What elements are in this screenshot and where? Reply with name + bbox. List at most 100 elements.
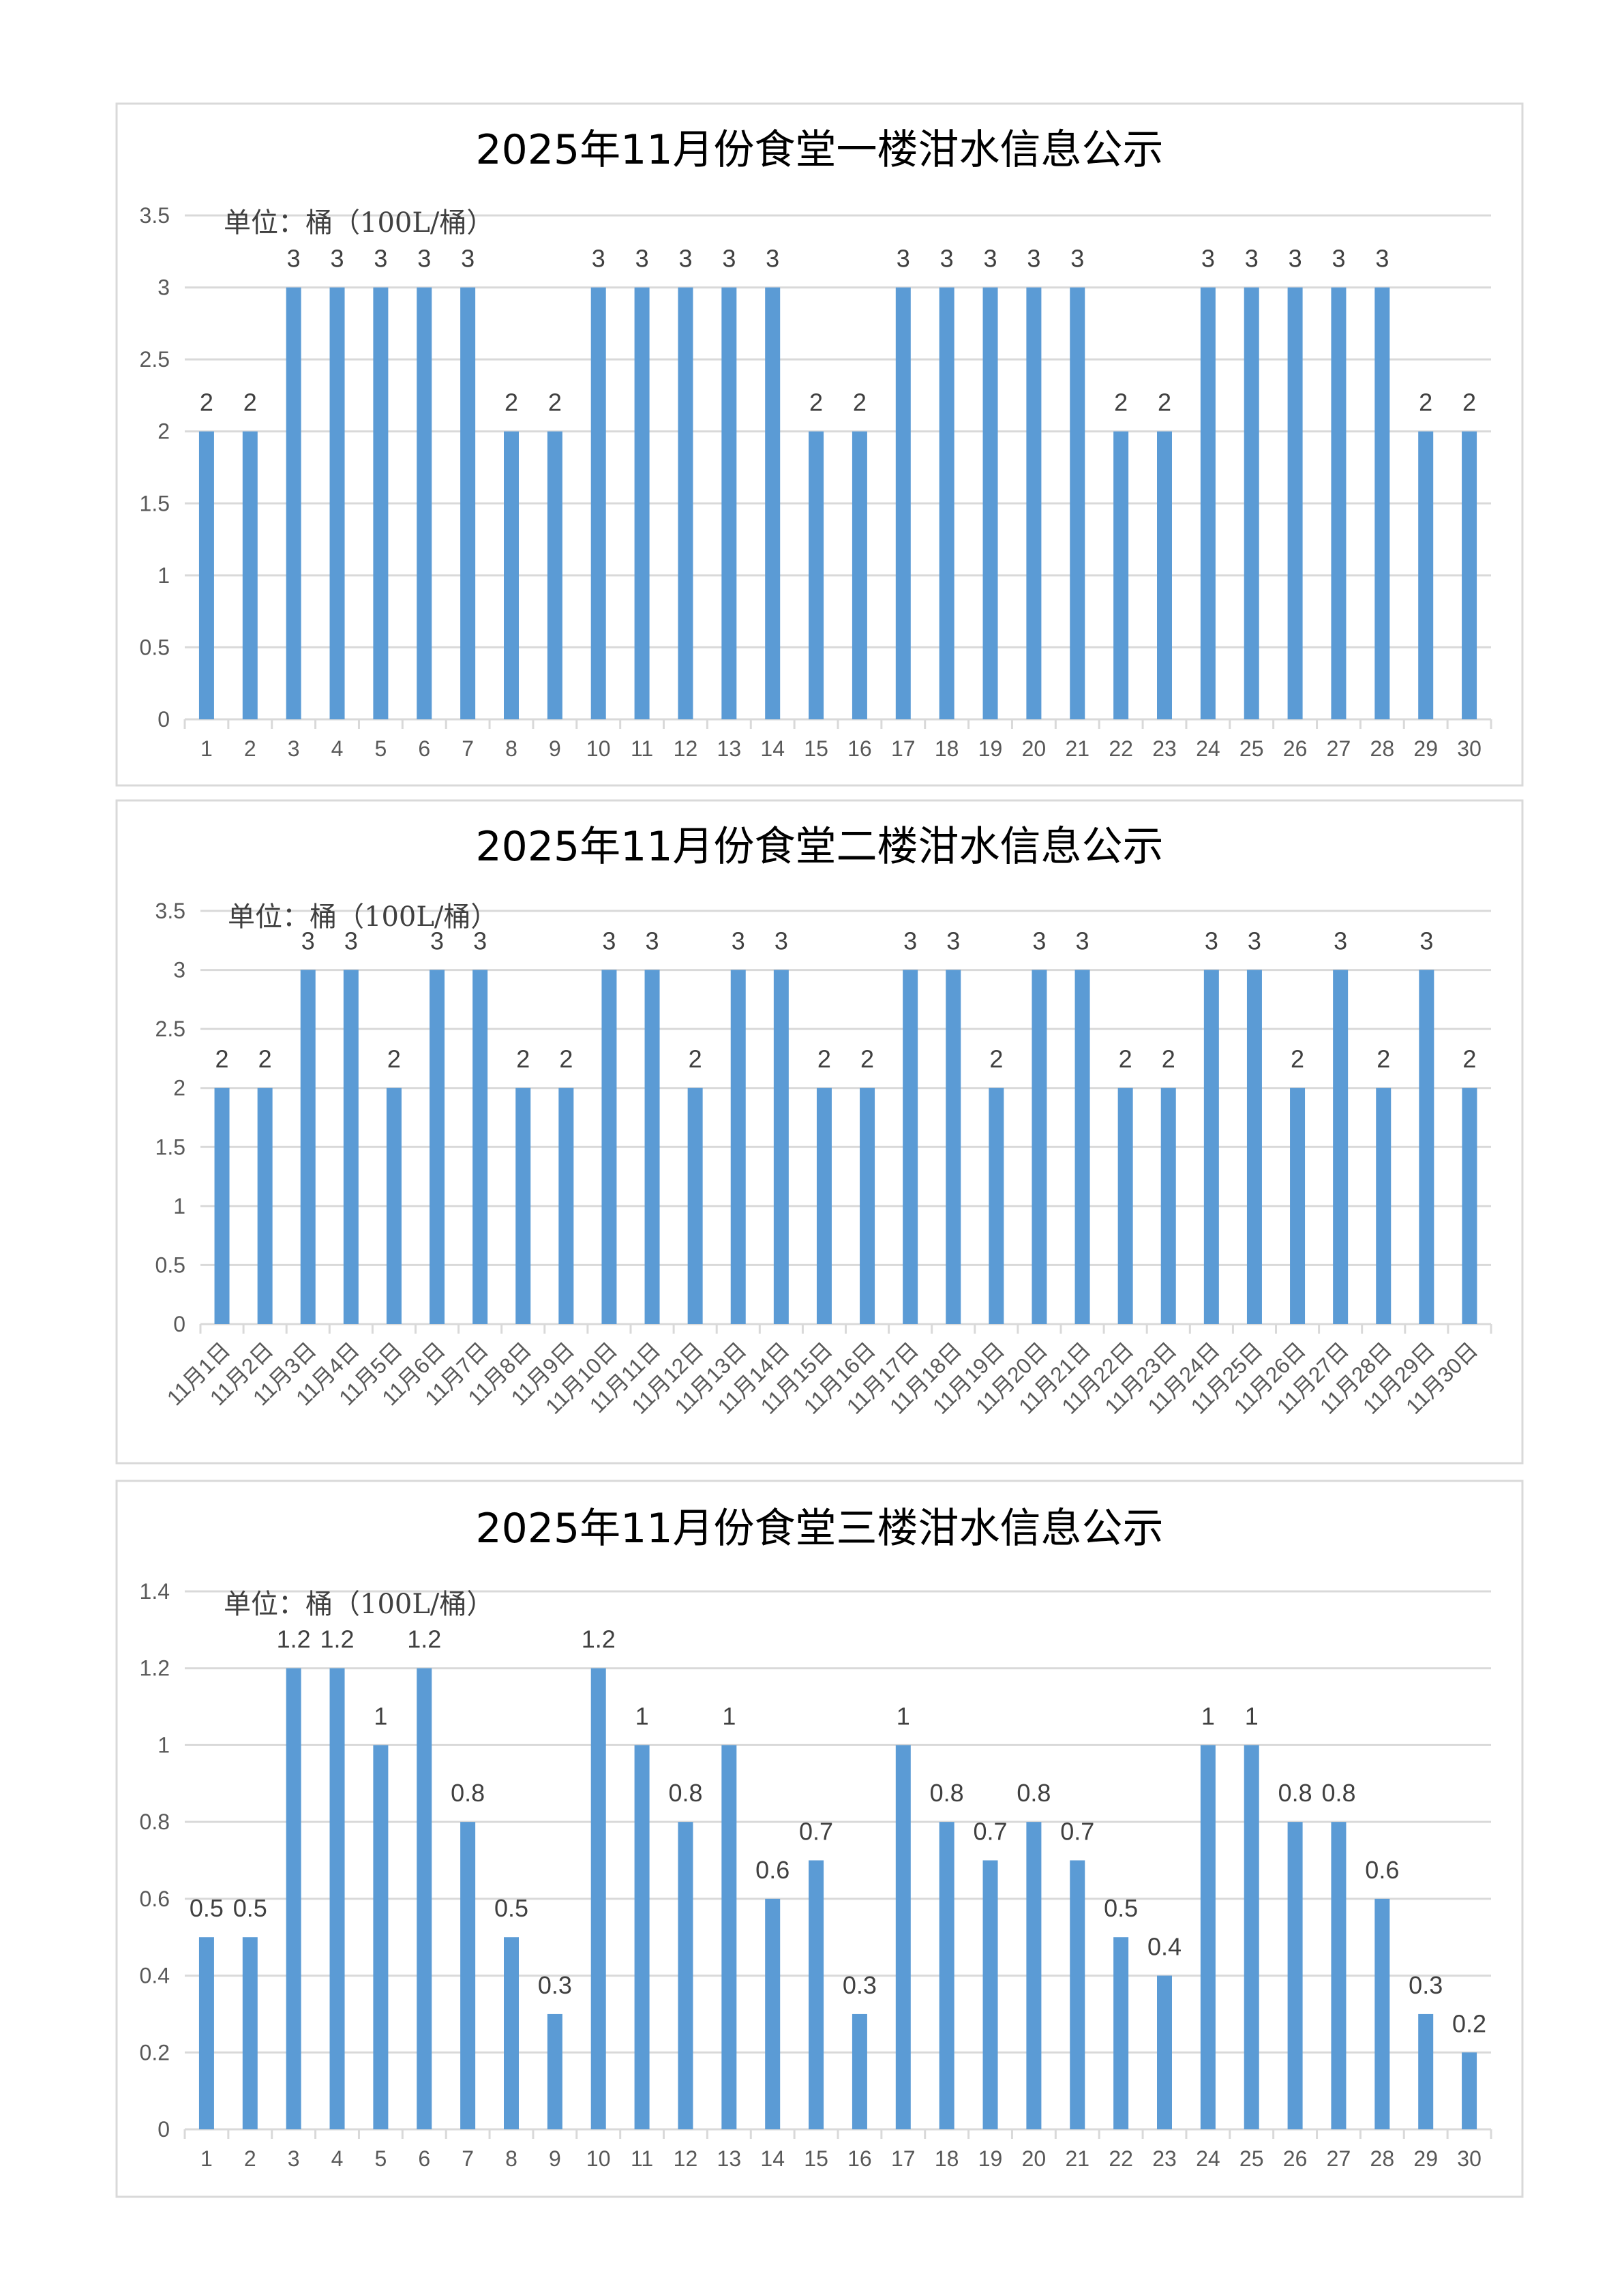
data-label: 1 [1245, 1702, 1259, 1730]
x-tick-label: 9 [549, 2146, 561, 2171]
data-label: 1 [635, 1702, 649, 1730]
y-tick-label: 0 [157, 707, 170, 732]
bar [678, 1822, 693, 2129]
bar [242, 431, 258, 719]
data-label: 2 [243, 389, 257, 417]
data-label: 0.6 [1365, 1856, 1399, 1884]
data-label: 3 [1289, 245, 1302, 273]
chart-3: 2025年11月份食堂三楼泔水信息公示 0 0.2 0.4 0.6 0.8 1 1.2 1.4 单… [115, 1480, 1524, 2198]
data-label: 3 [1070, 245, 1084, 273]
data-label: 3 [473, 927, 487, 955]
data-label: 2 [516, 1045, 530, 1073]
bar [860, 1088, 875, 1324]
x-tick-label: 26 [1283, 2146, 1308, 2171]
data-label: 2 [1158, 389, 1171, 417]
x-tick-label: 17 [891, 2146, 916, 2171]
bar [765, 287, 781, 720]
y-tick-label: 2 [173, 1076, 185, 1100]
data-label: 3 [984, 245, 997, 273]
data-label: 3 [775, 927, 788, 955]
bar [946, 970, 961, 1324]
bar [558, 1088, 574, 1324]
data-label: 0.8 [1321, 1779, 1355, 1807]
bar [1462, 2052, 1477, 2129]
bar [1117, 1088, 1133, 1324]
x-tick-label: 7 [462, 736, 474, 761]
data-label: 0.7 [799, 1818, 833, 1846]
bar [721, 287, 737, 720]
data-label: 1.2 [407, 1625, 441, 1653]
bar [982, 287, 998, 720]
data-label: 0.5 [494, 1894, 528, 1922]
x-tick-label: 4 [331, 736, 344, 761]
bar [373, 287, 389, 720]
y-tick-label: 3.5 [155, 899, 185, 923]
unit-annotation: 单位：桶（100L/桶） [228, 901, 498, 933]
y-tick-label: 0.4 [140, 1964, 170, 1988]
data-label: 3 [430, 927, 444, 955]
x-tick-label: 28 [1370, 2146, 1395, 2171]
bar [809, 431, 824, 719]
x-tick-label: 17 [891, 736, 916, 761]
bar [730, 970, 746, 1324]
unit-annotation: 单位：桶（100L/桶） [224, 207, 494, 239]
x-tick-label: 8 [505, 736, 517, 761]
y-tick-label: 0.5 [155, 1252, 185, 1277]
bar [1462, 431, 1477, 719]
y-tick-label: 1.4 [140, 1579, 170, 1604]
bar [515, 1088, 531, 1324]
x-tick-label: 5 [375, 736, 387, 761]
y-tick-label: 1.2 [140, 1656, 170, 1681]
data-label: 0.8 [930, 1779, 964, 1807]
x-tick-label: 19 [978, 736, 1003, 761]
data-label: 2 [548, 389, 562, 417]
bar [1160, 1088, 1176, 1324]
bar [329, 287, 345, 720]
bar [1374, 287, 1390, 720]
bar [1246, 970, 1262, 1324]
data-label: 1 [722, 1702, 736, 1730]
data-label: 2 [559, 1045, 573, 1073]
data-label: 0.5 [190, 1894, 224, 1922]
bar [687, 1088, 703, 1324]
bar [1418, 2013, 1434, 2129]
data-label: 2 [817, 1045, 831, 1073]
x-tick-label: 25 [1239, 2146, 1264, 2171]
chart-1: 2025年11月份食堂一楼泔水信息公示 0 0.5 1 1.5 2 2.5 3 3.5 单位：桶（… [115, 102, 1524, 787]
bar [1376, 1088, 1392, 1324]
bar [634, 1745, 650, 2129]
x-tick-label: 18 [935, 736, 959, 761]
data-label: 3 [602, 927, 616, 955]
data-label: 0.3 [843, 1971, 877, 1999]
data-label: 0.5 [1104, 1894, 1138, 1922]
bar [286, 287, 301, 720]
data-label: 2 [215, 1045, 229, 1073]
data-label: 3 [1201, 245, 1215, 273]
x-tick-label: 11 [631, 2146, 653, 2171]
x-tick-label: 12 [674, 736, 698, 761]
x-tick-label: 23 [1152, 2146, 1177, 2171]
data-label: 2 [200, 389, 213, 417]
x-tick-label: 20 [1022, 2146, 1047, 2171]
data-label: 0.7 [974, 1818, 1008, 1846]
bar [1113, 1937, 1129, 2129]
bar [895, 1745, 911, 2129]
data-label: 0.7 [1060, 1818, 1094, 1846]
y-tick-label: 0.5 [140, 635, 170, 659]
bar [590, 287, 606, 720]
y-tick-label: 1.5 [155, 1135, 185, 1159]
bar [417, 287, 432, 720]
bar [1462, 1088, 1477, 1324]
data-label: 2 [505, 389, 518, 417]
data-label: 3 [897, 245, 910, 273]
y-tick-label: 3.5 [140, 203, 170, 228]
y-tick-label: 2 [157, 419, 170, 444]
data-label: 3 [903, 927, 917, 955]
bar [242, 1937, 258, 2129]
data-label: 3 [417, 245, 431, 273]
bar [895, 287, 911, 720]
unit-annotation: 单位：桶（100L/桶） [224, 1589, 494, 1620]
data-label: 2 [1119, 1045, 1132, 1073]
y-tick-label: 0 [173, 1312, 185, 1336]
x-tick-label: 13 [717, 736, 742, 761]
